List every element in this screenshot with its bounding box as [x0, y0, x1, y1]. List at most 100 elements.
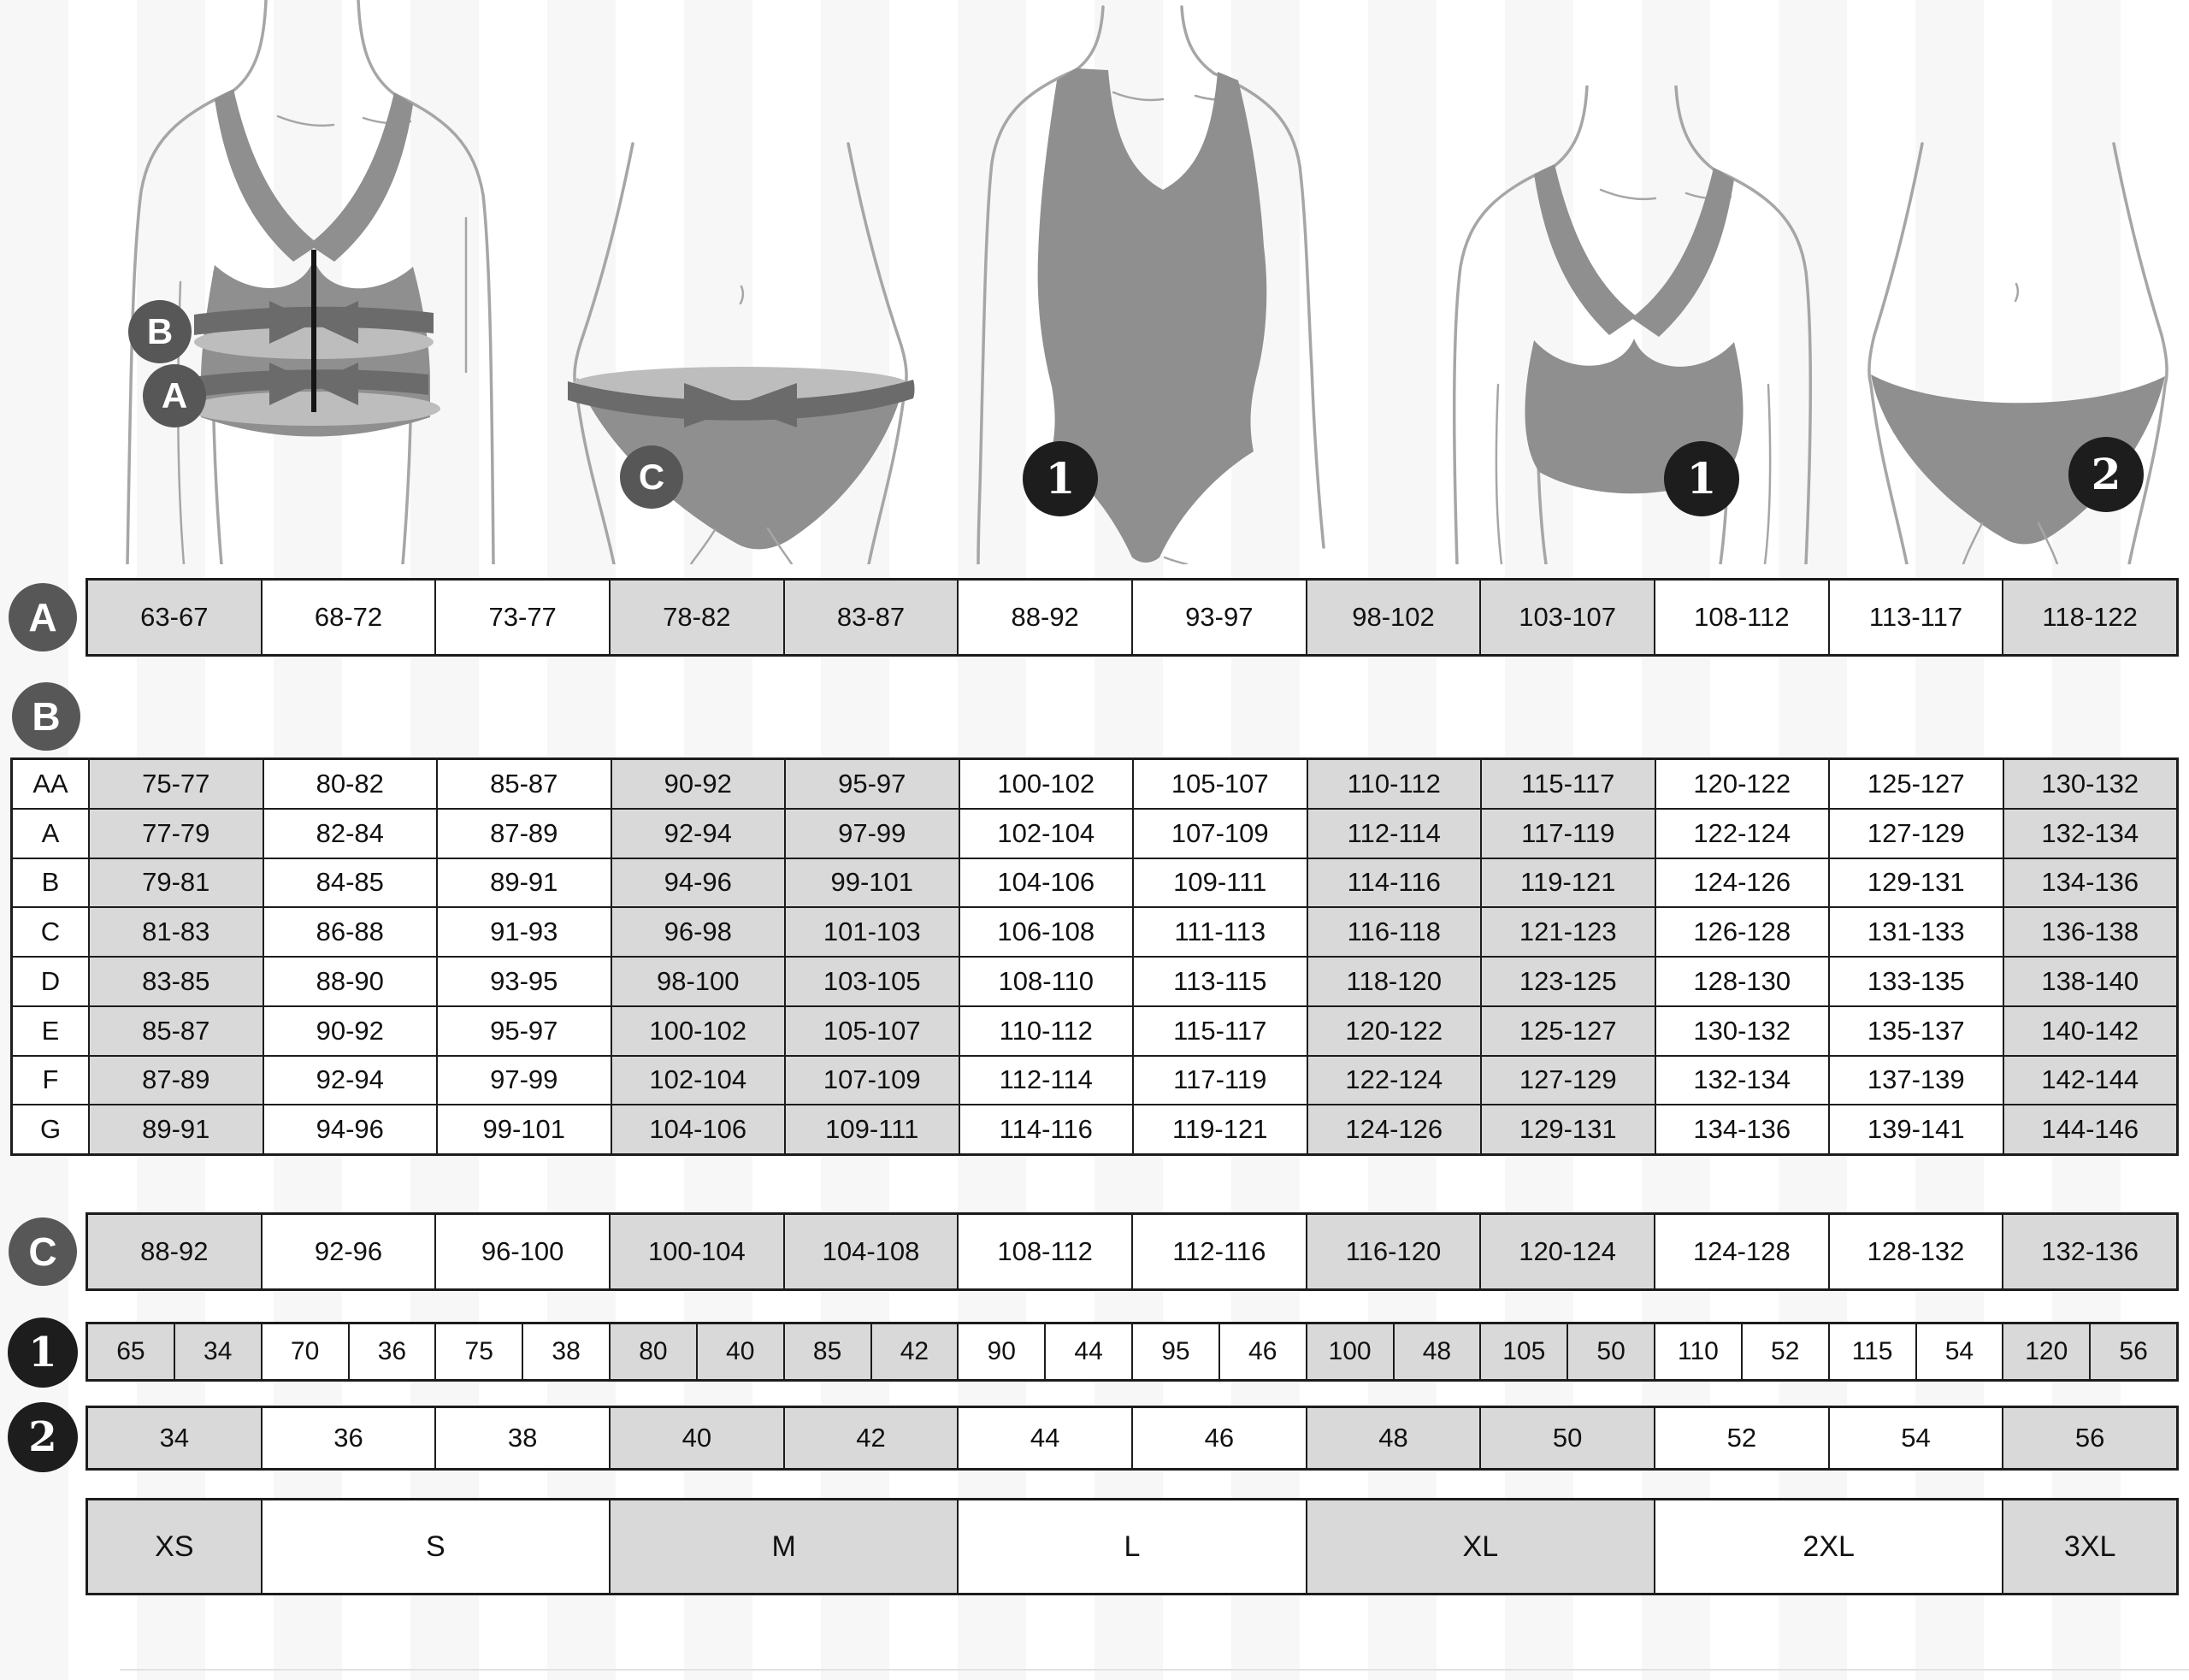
bust-cell: 139-141	[1830, 1105, 2003, 1153]
bust-cell: 102-104	[959, 809, 1132, 858]
measurement-illustrations: B A C 1 1 2	[0, 0, 2189, 564]
badge-c-hip: C	[620, 445, 683, 509]
band-cup-cell: 44	[1046, 1324, 1131, 1379]
size-cell: S	[262, 1500, 609, 1593]
size-cell: XL	[1307, 1500, 1654, 1593]
band-cup-cell: 95	[1133, 1324, 1218, 1379]
badge-b-bust: B	[128, 300, 192, 363]
hip-cell: 96-100	[436, 1215, 609, 1288]
cup-label: B	[13, 858, 88, 907]
bust-cell: 136-138	[2003, 908, 2176, 956]
bust-cell: 105-107	[786, 1006, 959, 1055]
bust-cell: 90-92	[611, 760, 784, 808]
bust-cell: 75-77	[90, 760, 263, 808]
bust-cell: 128-130	[1655, 958, 1828, 1005]
cup-label: E	[13, 1006, 88, 1055]
dress-size-cell: 34	[88, 1408, 261, 1468]
underbust-cell: 68-72	[262, 581, 435, 654]
cup-label: G	[13, 1105, 88, 1153]
band-cup-cell: 46	[1219, 1324, 1306, 1379]
underbust-cell: 83-87	[784, 581, 958, 654]
bust-cell: 86-88	[263, 908, 436, 956]
hip-row: 88-92 92-96 96-100 100-104 104-108 108-112 112…	[86, 1212, 2179, 1291]
cup-label: AA	[13, 760, 88, 808]
bust-cell: 87-89	[438, 809, 611, 858]
bust-cell: 94-96	[263, 1105, 436, 1153]
bust-cell: 123-125	[1482, 958, 1655, 1005]
dress-size-cell: 52	[1655, 1408, 1828, 1468]
bust-cell: 98-100	[611, 958, 784, 1005]
band-cup-cell: 56	[2091, 1324, 2176, 1379]
band-cup-cell: 80	[611, 1324, 696, 1379]
bust-cell: 133-135	[1830, 958, 2003, 1005]
cup-label: C	[13, 908, 88, 956]
band-cup-cell: 40	[697, 1324, 783, 1379]
bust-cell: 87-89	[90, 1056, 263, 1105]
bottom-divider	[120, 1669, 2189, 1671]
underbust-cell: 93-97	[1133, 581, 1306, 654]
bust-cell: 142-144	[2003, 1056, 2176, 1105]
bust-cell: 114-116	[1307, 858, 1480, 907]
hip-cell: 120-124	[1481, 1215, 1654, 1288]
bust-cell: 130-132	[2003, 760, 2176, 808]
bust-cell: 102-104	[611, 1056, 784, 1105]
figure-bra-measurement	[126, 0, 495, 564]
bust-cell: 95-97	[438, 1006, 611, 1055]
cup-label: F	[13, 1056, 88, 1105]
bust-cell: 97-99	[786, 809, 959, 858]
hip-cell: 88-92	[88, 1215, 261, 1288]
underbust-cell: 63-67	[88, 581, 261, 654]
bust-cell: 79-81	[90, 858, 263, 907]
bust-cell: 77-79	[90, 809, 263, 858]
figure-bra	[1452, 85, 1813, 564]
underbust-row: 63-67 68-72 73-77 78-82 83-87 88-92 93-97 98-10…	[86, 578, 2179, 657]
bust-cell: 132-134	[1655, 1056, 1828, 1105]
bust-cell: 112-114	[1307, 809, 1480, 858]
band-cup-cell: 54	[1916, 1324, 2003, 1379]
bust-cell: 117-119	[1134, 1056, 1307, 1105]
bust-cell: 119-121	[1134, 1105, 1307, 1153]
bust-cell: 144-146	[2003, 1105, 2176, 1153]
bust-cell: 81-83	[90, 908, 263, 956]
bust-cell: 109-111	[786, 1105, 959, 1153]
bust-cell: 104-106	[959, 858, 1132, 907]
bust-cell: 110-112	[959, 1006, 1132, 1055]
underbust-cell: 98-102	[1307, 581, 1480, 654]
hip-cell: 100-104	[611, 1215, 783, 1288]
dress-size-cell: 38	[436, 1408, 609, 1468]
bust-cell: 127-129	[1830, 809, 2003, 858]
dress-size-cell: 42	[784, 1408, 958, 1468]
bust-cell: 80-82	[263, 760, 436, 808]
bust-cell: 129-131	[1482, 1105, 1655, 1153]
band-cup-cell: 75	[436, 1324, 522, 1379]
band-cup-cell: 34	[174, 1324, 261, 1379]
bust-cell: 140-142	[2003, 1006, 2176, 1055]
letter-size-row: XS S M L XL 2XL 3XL	[86, 1498, 2179, 1595]
band-cup-cell: 38	[523, 1324, 609, 1379]
bust-cell: 100-102	[959, 760, 1132, 808]
bust-cell: 106-108	[959, 908, 1132, 956]
dress-size-cell: 50	[1481, 1408, 1654, 1468]
band-cup-cell: 90	[959, 1324, 1045, 1379]
bust-cell: 103-105	[786, 958, 959, 1005]
bust-cell: 113-115	[1134, 958, 1307, 1005]
bust-cell: 107-109	[1134, 809, 1307, 858]
badge-1-swimsuit: 1	[1023, 441, 1098, 516]
bust-cell: 115-117	[1134, 1006, 1307, 1055]
bust-cell: 96-98	[611, 908, 784, 956]
band-cup-size-row: 65 34 70 36 75 38 80 40 85 42 90 44 95 46 100 48 105 50 11…	[86, 1322, 2179, 1382]
bust-cell: 101-103	[786, 908, 959, 956]
underbust-cell: 88-92	[959, 581, 1131, 654]
band-cup-cell: 52	[1742, 1324, 1828, 1379]
bust-cell: 111-113	[1134, 908, 1307, 956]
cup-label: D	[13, 958, 88, 1005]
bust-cell: 89-91	[438, 858, 611, 907]
band-cup-cell: 115	[1829, 1324, 1915, 1379]
badge-1-bra: 1	[1664, 441, 1739, 516]
bust-cell: 124-126	[1655, 858, 1828, 907]
band-cup-cell: 85	[784, 1324, 870, 1379]
band-cup-cell: 42	[871, 1324, 958, 1379]
bust-cell: 104-106	[611, 1105, 784, 1153]
bust-cell: 89-91	[90, 1105, 263, 1153]
bust-cell: 108-110	[959, 958, 1132, 1005]
